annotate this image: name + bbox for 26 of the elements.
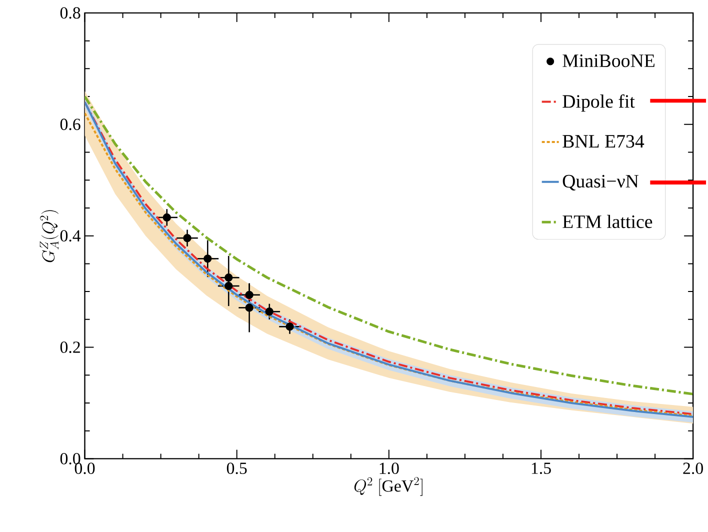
y-axis-title: $G_A^Z(Q^2)$	[40, 210, 59, 262]
point	[245, 291, 254, 300]
y-tick-label: 0.0	[60, 453, 80, 465]
y-tick-label: 0.8	[60, 7, 80, 19]
x-axis-title: $Q^2\ [\mathrm{GeV}^2]$	[354, 477, 422, 496]
x-tick-label: 2.0	[683, 462, 703, 474]
y-tick-label: 0.4	[60, 230, 81, 242]
point	[183, 234, 192, 242]
legend-label: MiniBooNE	[562, 54, 654, 68]
y-tick-label: 0.2	[60, 342, 80, 354]
point	[224, 274, 233, 282]
point	[265, 308, 274, 316]
point	[162, 214, 171, 222]
x-tick-label: 1.5	[532, 462, 551, 474]
point	[224, 282, 233, 290]
x-tick-label: 1.0	[380, 462, 399, 474]
point	[245, 304, 254, 312]
point	[204, 254, 212, 263]
legend-label: ETM lattice	[562, 215, 652, 228]
y-tick-label: 0.6	[60, 118, 80, 130]
legend-label: BNL E734	[562, 135, 644, 148]
legend-label: Quasi−νN	[562, 175, 638, 191]
point	[286, 322, 294, 331]
x-tick-label: 0.0	[74, 462, 95, 474]
legend-label: Dipole fit	[562, 94, 635, 112]
x-tick-label: 0.5	[226, 462, 247, 474]
